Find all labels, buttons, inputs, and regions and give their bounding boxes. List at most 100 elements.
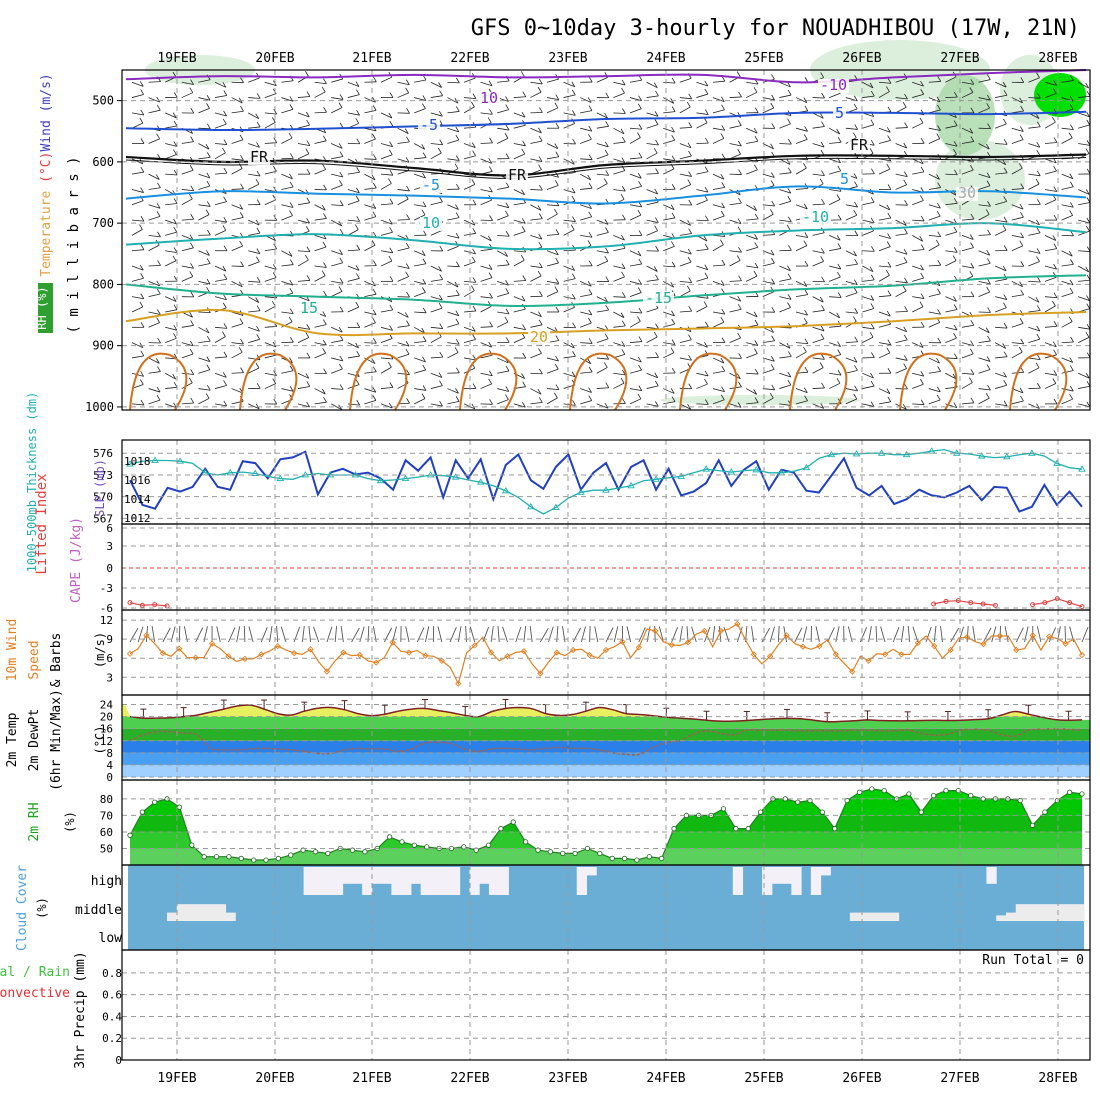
li-tick-label: -6 [100,602,113,615]
wind-barb-flag [921,167,924,172]
wind-barb [281,187,293,189]
wind-barb [846,370,858,373]
wind-barb [746,92,757,97]
wind-barb-flag [191,186,194,191]
wind-barb-flag [738,382,741,387]
wind-barb [1062,322,1073,328]
wind-barb-flag [671,241,674,246]
cloud-high-cell [343,867,353,884]
wind-barb [248,184,259,189]
wind-barb-flag [954,227,957,232]
wind-barb-flag [206,210,209,215]
wind-barb [564,297,576,299]
wind-barb-flag [406,137,409,142]
wind-barb [746,354,757,358]
wind-barb [746,266,758,268]
wind-barb [132,94,144,97]
wind-barb [198,264,210,266]
wind-barb [1078,337,1089,342]
ylabel-rh2m-unit: (%) [63,811,77,833]
wind-barb [514,97,526,98]
wind-barb-flag [1036,363,1039,368]
wind-barb [630,264,642,266]
wind-barb-flag [937,211,940,216]
date-label-bottom: 28FEB [1038,1071,1077,1086]
surface-wind-barb [549,627,554,642]
wind-barb-flag [323,164,326,169]
wind-barb [414,312,426,313]
wind-barb [680,358,692,360]
wind-barb-flag [289,133,292,138]
wind-barb-flag [986,393,989,398]
wind-barb-flag [588,318,591,323]
wind-barb [1012,401,1024,404]
wind-barb [364,159,376,160]
date-label-bottom: 26FEB [842,1071,881,1086]
wind-barb [132,297,144,299]
wind-barb-flag [141,400,144,405]
ylabel-lifted-index: Lifted Index [34,473,50,574]
wind-barb [879,247,890,251]
rh-point [721,807,725,811]
wind-barb-flag [1037,150,1040,155]
wind-barb [1045,297,1057,298]
wind-barb-flag [490,399,493,404]
wind-barb-flag [307,198,310,203]
contour-label: 20 [530,328,548,346]
isotherm-20 [126,310,1086,335]
wind-barb [215,385,227,388]
wind-barb-flag [622,321,625,326]
wind-barb [481,189,493,191]
wind-barb-flag [904,229,907,234]
date-label-bottom: 25FEB [744,1071,783,1086]
wind-tick-label: 9 [106,633,113,646]
precip-tick-label: 0 [115,1054,122,1067]
rh-point [177,805,181,809]
wind-barb-flag [905,278,908,283]
wind-barb [580,372,592,373]
wind-barb-flag [505,317,508,322]
wind-barb-flag [490,138,493,143]
wind-barb-flag [1054,137,1057,142]
surface-wind-barb [138,627,143,642]
wind-barb [630,321,640,327]
cloud-middle-cell [196,904,206,921]
wind-barb [315,169,326,174]
wind-barb-flag [656,246,659,251]
wind-barb-flag [704,302,707,307]
wind-barb [398,248,410,251]
cloud-high-cell [986,867,996,884]
wind-barb [315,325,327,328]
wind-barb [298,260,308,266]
wind-barb [232,111,244,113]
surface-wind-barb [450,627,456,642]
slp-tick-label: 1016 [124,474,151,487]
wind-barb [149,110,161,113]
wind-barb-flag [422,287,425,292]
wind-barb [1045,189,1057,191]
slp-tick-label: 1018 [124,455,151,468]
wind-barb-flag [887,164,890,169]
wind-barb [265,384,276,389]
surface-wind-barb [595,626,598,642]
date-label-bottom: 23FEB [548,1071,587,1086]
wind-barb [829,200,840,205]
wind-barb [929,322,940,327]
cloud-high-cell [323,867,333,895]
wind-barb-flag [871,246,874,251]
wind-barb-flag [837,195,840,200]
date-label-top: 28FEB [1038,51,1077,66]
wind-barb-flag [637,316,640,321]
wind-barb-flag [871,303,874,308]
wind-barb-flag [406,349,409,354]
surface-wind-barb [913,627,918,642]
wind-barb [979,263,991,266]
wind-barb-flag [1070,288,1073,293]
wind-barb-flag [755,242,758,247]
wind-barb [564,220,576,221]
wind-barb-flag [555,287,558,292]
surface-wind-barb [503,627,508,642]
wind-barb-flag [356,273,359,278]
surface-wind-barb [352,628,360,642]
